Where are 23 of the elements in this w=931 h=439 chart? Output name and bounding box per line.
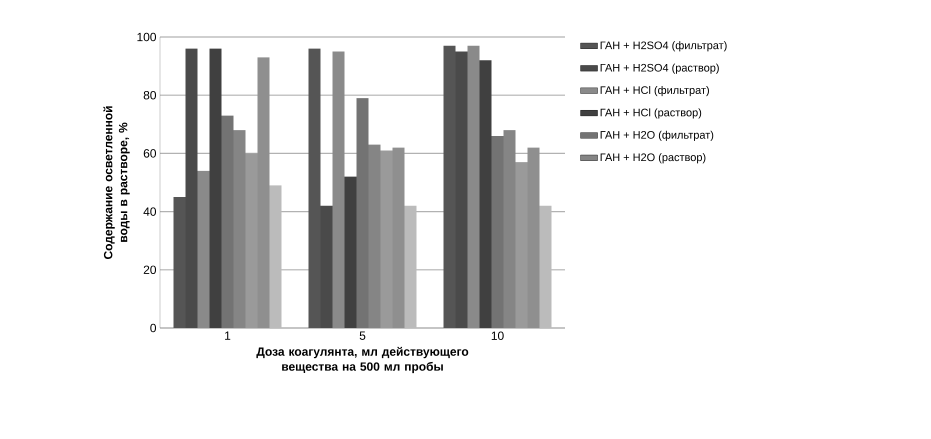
y-axis-title: Содержание осветленной воды в растворе, % bbox=[103, 106, 130, 260]
legend-label: ГАН + HCl (фильтрат) bbox=[600, 86, 709, 96]
y-tick-label: 20 bbox=[144, 266, 156, 274]
y-tick-label: 40 bbox=[143, 207, 156, 216]
bar bbox=[344, 176, 357, 328]
x-tick-label: 10 bbox=[492, 332, 504, 340]
legend-label: ГАН + HCl (раствор) bbox=[600, 108, 702, 119]
bar bbox=[480, 60, 492, 328]
x-tick-label: 1 bbox=[225, 332, 230, 340]
legend-label: ГАН + H2O (фильтрат) bbox=[600, 130, 714, 141]
legend-label: ГАН + H2SO4 (фильтрат) bbox=[600, 41, 727, 52]
y-tick-label: 80 bbox=[144, 90, 156, 100]
legend-label: ГАН + H2O (раствор) bbox=[600, 153, 706, 164]
y-tick-label: 60 bbox=[144, 149, 156, 158]
y-tick-label: 100 bbox=[137, 32, 156, 42]
bar bbox=[210, 48, 222, 328]
bar bbox=[222, 116, 234, 328]
bar bbox=[492, 136, 504, 328]
bar bbox=[356, 98, 369, 328]
x-tick-label: 5 bbox=[360, 332, 366, 340]
y-tick-label: 0 bbox=[150, 324, 156, 332]
x-axis-title: Доза коагулянта, мл действующего вещества на 500 мл пробы bbox=[256, 346, 468, 374]
legend-label: ГАН + H2SO4 (раствор) bbox=[600, 64, 719, 74]
